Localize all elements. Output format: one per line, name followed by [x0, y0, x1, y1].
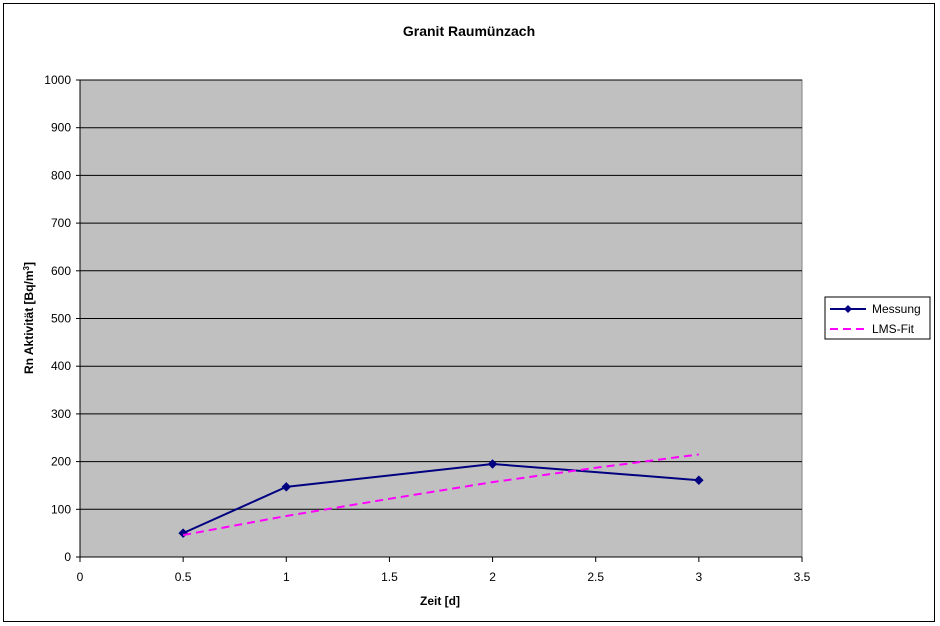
y-axis-title-sup: 3 — [22, 265, 31, 270]
y-axis-title-main: Rn Aktivität [Bq/m — [22, 270, 36, 374]
data-point-messung — [281, 482, 292, 492]
y-tick-label: 800 — [51, 168, 71, 182]
y-tick-label: 1000 — [44, 73, 71, 87]
y-tick-label: 500 — [51, 312, 71, 326]
y-tick-label: 600 — [51, 264, 71, 278]
y-tick-label: 0 — [64, 550, 71, 564]
x-tick-labels: 0 0.5 1 1.5 2 2.5 3 3.5 — [77, 570, 811, 584]
x-tick-label: 2 — [489, 570, 496, 584]
legend-marker-messung — [844, 305, 852, 313]
x-tick-label: 1 — [283, 570, 290, 584]
x-tick-label: 3 — [696, 570, 703, 584]
y-tick-label: 700 — [51, 216, 71, 230]
series-line-messung — [182, 462, 699, 535]
x-axis-title: Zeit [d] — [420, 594, 460, 608]
y-tick-label: 200 — [51, 455, 71, 469]
legend-box — [824, 296, 931, 340]
x-tick-label: 0.5 — [175, 570, 192, 584]
legend-label-messung: Messung — [872, 302, 921, 316]
data-point-messung — [178, 528, 188, 539]
data-point-messung — [487, 459, 498, 469]
y-axis-title: Rn Aktivität [Bq/m3] — [22, 262, 37, 374]
y-tick-label: 900 — [51, 121, 71, 135]
y-axis-title-tail: ] — [22, 262, 36, 266]
legend: Messung LMS-Fit — [824, 296, 931, 340]
x-tick-label: 3.5 — [794, 570, 811, 584]
series-layer — [178, 453, 704, 539]
x-tick-label: 1.5 — [381, 570, 398, 584]
y-tick-labels: 0 100 200 300 400 500 600 700 800 900 1000 — [44, 73, 71, 564]
y-tick-label: 300 — [51, 407, 71, 421]
data-point-messung — [694, 475, 704, 486]
grid-lines — [80, 79, 802, 510]
chart-title: Granit Raumünzach — [403, 23, 535, 39]
legend-label-lms-fit: LMS-Fit — [872, 322, 915, 336]
series-line-lms-fit — [182, 453, 699, 537]
y-tick-label: 100 — [51, 502, 71, 516]
y-tick-label: 400 — [51, 359, 71, 373]
axes — [76, 79, 803, 562]
x-tick-label: 2.5 — [587, 570, 604, 584]
x-tick-label: 0 — [77, 570, 84, 584]
